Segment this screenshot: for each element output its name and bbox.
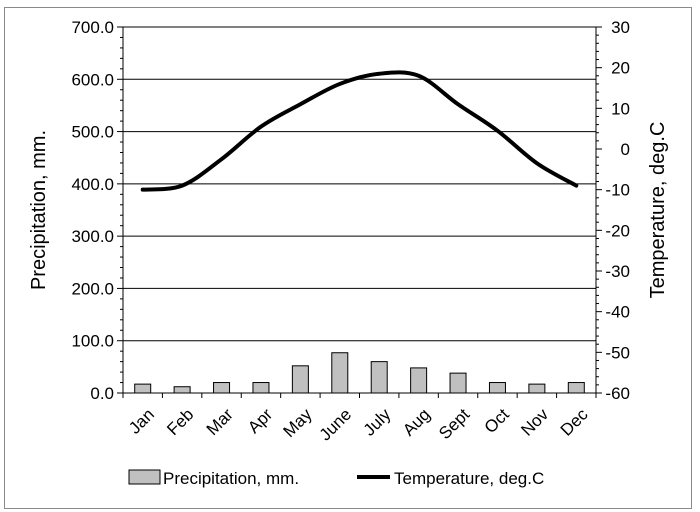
right-tick-label: 30 <box>611 18 630 37</box>
right-tick-label: 20 <box>611 59 630 78</box>
right-tick-label: -10 <box>605 181 630 200</box>
axes <box>122 27 597 394</box>
precipitation-bar <box>291 365 309 394</box>
precipitation-bar <box>213 382 231 394</box>
right-axis-ticks: -60 -50 -40 -30 -20 -10 0 10 20 30 <box>596 18 630 403</box>
precipitation-bar <box>173 386 191 394</box>
precipitation-bar <box>567 382 585 394</box>
precipitation-bar <box>449 372 467 394</box>
left-tick-label: 200.0 <box>71 279 114 298</box>
x-tick-label: Jan <box>125 405 158 438</box>
precipitation-bar <box>410 367 428 394</box>
precipitation-bar <box>252 382 270 394</box>
gridlines <box>123 26 596 342</box>
legend-temperature-label: Temperature, deg.C <box>394 469 544 488</box>
chart-frame <box>4 7 692 509</box>
right-tick-label: -60 <box>605 384 630 403</box>
right-tick-label: 0 <box>621 140 630 159</box>
precipitation-bars <box>134 352 585 394</box>
precipitation-bar <box>370 361 388 394</box>
legend: Precipitation, mm. Temperature, deg.C <box>128 469 544 488</box>
temperature-line <box>140 70 579 192</box>
x-tick-label: Aug <box>399 405 434 440</box>
right-tick-label: -40 <box>605 303 630 322</box>
x-tick-label: Feb <box>163 405 197 439</box>
x-axis-ticks: Jan Feb Mar Apr May June July Aug Sept Oct Nov Dec <box>122 393 597 445</box>
x-tick-label: Mar <box>203 405 237 439</box>
left-tick-label: 100.0 <box>71 332 114 351</box>
y-axis-title: Precipitation, mm. <box>28 130 50 290</box>
x-tick-label: Nov <box>517 405 552 440</box>
x-tick-label: Oct <box>481 405 513 437</box>
right-tick-label: 10 <box>611 99 630 118</box>
x-tick-label: Sept <box>435 405 473 443</box>
y2-axis-title: Temperature, deg.C <box>647 122 669 299</box>
x-tick-label: June <box>316 405 356 445</box>
x-tick-label: Dec <box>557 405 592 440</box>
left-axis-ticks: 0.0 100.0 200.0 300.0 400.0 500.0 600.0 700.0 <box>71 18 123 403</box>
right-tick-label: -20 <box>605 221 630 240</box>
x-tick-label: May <box>280 405 316 441</box>
right-tick-label: -30 <box>605 262 630 281</box>
precipitation-bar <box>488 382 506 394</box>
x-tick-label: July <box>360 405 395 440</box>
left-tick-label: 500.0 <box>71 123 114 142</box>
x-tick-label: Apr <box>244 405 276 437</box>
right-tick-label: -50 <box>605 343 630 362</box>
precipitation-bar <box>528 383 546 394</box>
left-tick-label: 0.0 <box>90 384 114 403</box>
precipitation-bar <box>134 383 152 394</box>
temperature-line-layer <box>140 70 579 192</box>
precipitation-bar <box>331 352 349 394</box>
left-tick-label: 700.0 <box>71 18 114 37</box>
legend-precipitation-label: Precipitation, mm. <box>163 469 299 488</box>
left-tick-label: 600.0 <box>71 70 114 89</box>
left-tick-label: 400.0 <box>71 175 114 194</box>
legend-precipitation-swatch <box>128 469 161 485</box>
left-tick-label: 300.0 <box>71 227 114 246</box>
